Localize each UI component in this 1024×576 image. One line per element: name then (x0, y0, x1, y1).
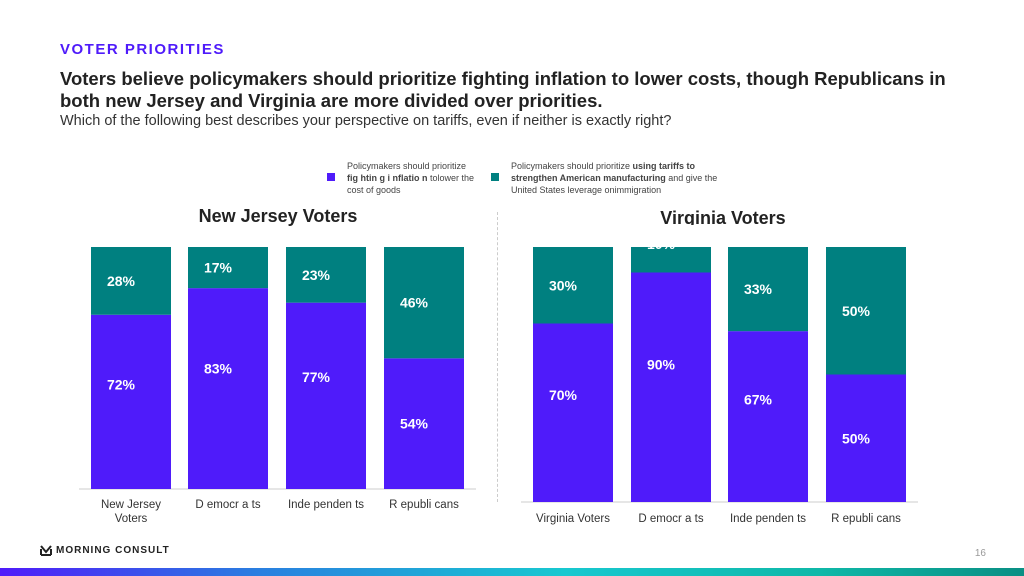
bar-tariffs (631, 247, 711, 273)
category-label: D emocr a ts (638, 513, 703, 525)
bar-inflation (826, 374, 906, 502)
data-label-tariffs: 50% (842, 303, 871, 319)
category-label: Virginia Voters (536, 513, 610, 525)
chart-divider (497, 212, 498, 502)
category-label: R epubli cans (831, 513, 901, 525)
legend-text-bold: fig htin g i nflatio n (347, 173, 428, 183)
page-number: 16 (974, 548, 986, 559)
bar-inflation (286, 302, 366, 489)
bar-tariffs (286, 247, 366, 303)
legend-text-bold: using tariffs to strengthen American man… (511, 161, 696, 183)
chart-title-va: Virginia Voters (660, 208, 786, 228)
category-label: D emocr a ts (195, 499, 260, 511)
morning-consult-logo: MORNING CONSULT (40, 545, 170, 556)
legend-swatch-inflation (327, 173, 335, 181)
bar-inflation (533, 323, 613, 502)
category-label: New Jersey (101, 499, 161, 511)
legend-text: Policymakers should prioritize (511, 161, 633, 171)
bar-inflation (728, 331, 808, 502)
bar-inflation (91, 314, 171, 489)
data-label-inflation: 72% (107, 376, 136, 392)
bar-inflation (631, 272, 711, 502)
bar-inflation (384, 358, 464, 489)
legend-text: and give the United States leverage onim… (511, 173, 718, 195)
chart-title-nj: New Jersey Voters (198, 206, 358, 226)
data-label-inflation: 77% (302, 369, 331, 385)
category-label: R epubli cans (389, 499, 459, 511)
legend-text: tolower the cost of goods (347, 173, 475, 195)
section-eyebrow: VOTER PRIORITIES (60, 41, 225, 58)
data-label-tariffs: 33% (744, 281, 773, 297)
data-label-inflation: 67% (744, 391, 773, 407)
bar-tariffs (91, 247, 171, 315)
legend-text: Policymakers should prioritize (347, 161, 467, 171)
data-label-inflation: 54% (400, 416, 429, 432)
legend-swatch-tariffs (491, 173, 499, 181)
survey-question: Which of the following best describes yo… (60, 113, 672, 129)
data-label-tariffs: 46% (400, 295, 429, 311)
category-label: Inde penden ts (288, 499, 364, 511)
bar-inflation (188, 288, 268, 489)
data-label-tariffs: 17% (204, 260, 233, 276)
clip-mask (620, 225, 720, 247)
data-label-inflation: 90% (647, 356, 676, 372)
data-label-tariffs: 28% (107, 273, 136, 289)
bar-tariffs (826, 247, 906, 375)
bar-tariffs (728, 247, 808, 332)
bar-tariffs (384, 247, 464, 359)
category-label: Inde penden ts (730, 513, 806, 525)
data-label-inflation: 83% (204, 360, 233, 376)
data-label-tariffs: 23% (302, 267, 331, 283)
data-label-tariffs: 30% (549, 277, 578, 293)
data-label-inflation: 70% (549, 387, 578, 403)
bar-tariffs (533, 247, 613, 324)
footer-gradient-bar (0, 568, 1024, 576)
data-label-inflation: 50% (842, 430, 871, 446)
bar-tariffs (188, 247, 268, 289)
logo-text: MORNING CONSULT (56, 545, 170, 556)
logo-mark-icon (40, 545, 52, 556)
headline: Voters believe policymakers should prior… (60, 68, 946, 111)
category-label: Voters (115, 513, 148, 525)
